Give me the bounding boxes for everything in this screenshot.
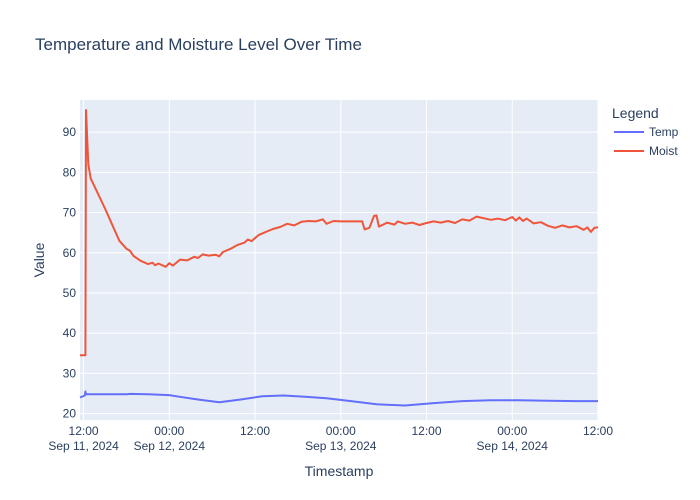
y-tick-label: 50 [63, 286, 77, 300]
grid-lines [80, 100, 599, 420]
x-tick-date-label: Sep 14, 2024 [477, 439, 549, 453]
y-tick-label: 70 [63, 206, 77, 220]
x-axis-title: Timestamp [305, 463, 374, 479]
x-tick-label: 12:00 [69, 424, 99, 438]
x-tick-date-label: Sep 13, 2024 [305, 439, 377, 453]
y-axis-ticks: 20 30 40 50 60 70 80 90 [63, 125, 77, 420]
y-tick-label: 40 [63, 326, 77, 340]
series-line-moist [80, 109, 599, 357]
y-tick-label: 30 [63, 366, 77, 380]
x-tick-label: 12:00 [240, 424, 270, 438]
x-tick-label: 12:00 [583, 424, 613, 438]
chart-title: Temperature and Moisture Level Over Time [35, 35, 362, 54]
x-tick-label: 00:00 [154, 424, 184, 438]
plot-area [80, 100, 598, 420]
legend-label-temp: Temp [649, 125, 679, 139]
legend-label-moist: Moist [649, 144, 678, 158]
y-tick-label: 20 [63, 407, 77, 421]
y-tick-label: 80 [63, 165, 77, 179]
x-tick-label: 00:00 [326, 424, 356, 438]
y-tick-label: 90 [63, 125, 77, 139]
x-tick-date-label: Sep 12, 2024 [134, 439, 206, 453]
x-tick-label: 00:00 [497, 424, 527, 438]
legend: Legend Temp Moist [612, 105, 679, 158]
y-tick-label: 60 [63, 246, 77, 260]
series-layer [79, 109, 599, 407]
series-line-temp [79, 390, 598, 407]
x-tick-date-label: Sep 11, 2024 [48, 439, 119, 453]
legend-title: Legend [612, 105, 659, 121]
x-tick-label: 12:00 [412, 424, 442, 438]
y-axis-title: Value [31, 242, 47, 277]
